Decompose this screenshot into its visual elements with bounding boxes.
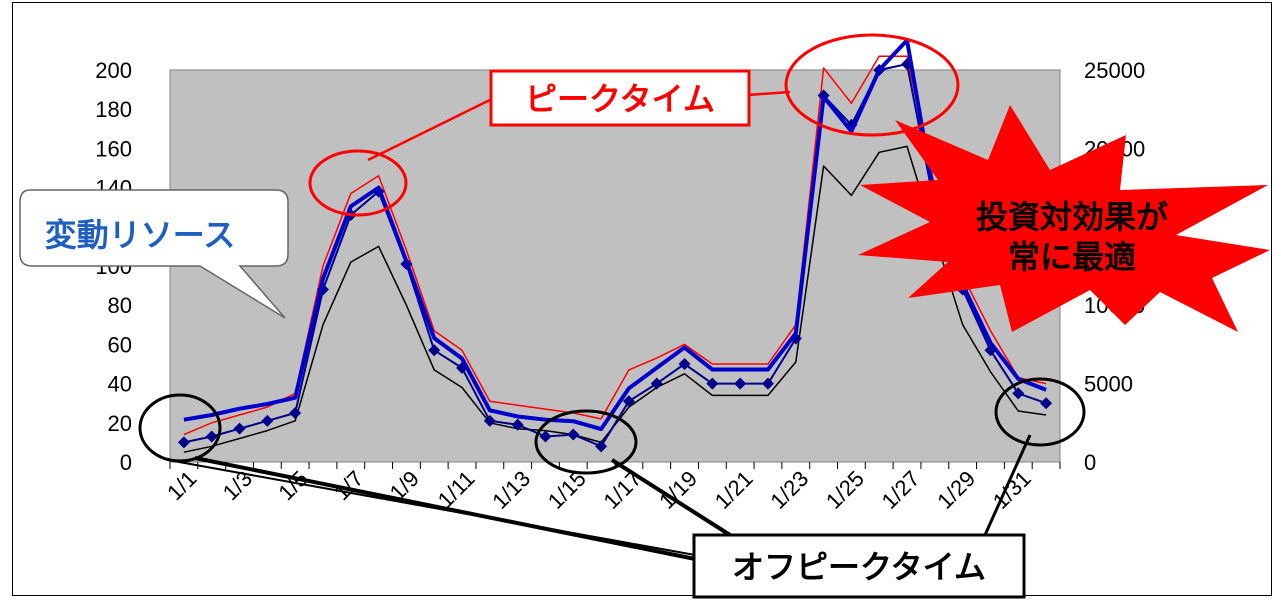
right-y-tick-label: 5000 xyxy=(1084,372,1133,397)
series-marker xyxy=(261,414,274,427)
series-line-1 xyxy=(183,55,1047,436)
offpeak-pointer-line-4 xyxy=(983,434,1032,536)
x-tick-label: 1/27 xyxy=(877,466,925,514)
x-tick-label: 1/23 xyxy=(765,466,813,514)
series-marker xyxy=(622,395,635,408)
series-marker xyxy=(428,344,441,357)
series-marker xyxy=(650,377,663,390)
offpeak-time-label: オフピークタイム xyxy=(732,548,986,586)
offpeak-pointer-line-2 xyxy=(167,459,696,556)
x-tick-label: 1/17 xyxy=(598,466,646,514)
left-y-tick-label: 0 xyxy=(120,450,132,475)
peak-pointer-line-right xyxy=(747,90,791,97)
series-marker xyxy=(678,358,691,370)
x-tick-label: 1/29 xyxy=(932,466,980,514)
left-y-tick-label: 160 xyxy=(95,136,132,161)
offpeak-pointer-line-3 xyxy=(610,458,732,537)
peak-highlight-ellipse-1 xyxy=(308,149,408,217)
series-marker xyxy=(734,377,747,390)
series-marker xyxy=(595,440,608,453)
roi-label-line2: 常に最適 xyxy=(1008,238,1136,276)
right-y-tick-label: 25000 xyxy=(1084,58,1145,83)
left-y-tick-label: 200 xyxy=(95,58,132,83)
right-y-tick-label: 0 xyxy=(1084,450,1096,475)
roi-burst xyxy=(858,105,1270,332)
series-marker xyxy=(761,377,774,390)
offpeak-pointer-line-1 xyxy=(194,456,701,562)
series-marker xyxy=(233,422,246,435)
plot-area xyxy=(169,69,1061,463)
series-marker xyxy=(289,407,302,419)
series-marker xyxy=(1012,387,1025,400)
x-tick-label: 1/1 xyxy=(162,466,201,505)
x-tick-label: 1/21 xyxy=(710,466,758,514)
offpeak-highlight-ellipse-3 xyxy=(994,377,1086,447)
series-marker xyxy=(205,430,218,443)
series-marker xyxy=(511,418,524,431)
peak-pointer-line-left xyxy=(367,93,501,162)
left-y-tick-label: 60 xyxy=(108,332,132,357)
series-marker xyxy=(567,428,580,441)
x-tick-label: 1/13 xyxy=(487,466,535,514)
left-y-tick-label: 80 xyxy=(108,293,132,318)
series-marker xyxy=(483,414,496,427)
series-marker xyxy=(539,430,552,443)
offpeak-highlight-ellipse-2 xyxy=(534,409,638,475)
offpeak-highlight-ellipse-1 xyxy=(138,393,222,463)
left-y-tick-label: 40 xyxy=(108,372,132,397)
series-marker xyxy=(706,377,719,390)
offpeak-time-box xyxy=(692,533,1026,599)
series-marker xyxy=(177,436,190,449)
variable-resource-bubble xyxy=(19,189,289,319)
variable-resource-label: 変動リソース xyxy=(45,216,235,254)
left-y-tick-label: 20 xyxy=(108,411,132,436)
series-marker xyxy=(1040,397,1053,410)
x-tick-label: 1/25 xyxy=(821,466,869,514)
series-layer xyxy=(177,38,1053,453)
peak-time-label: ピークタイム xyxy=(525,80,715,118)
series-line-4 xyxy=(183,38,1047,432)
peak-highlight-ellipse-2 xyxy=(784,33,960,137)
left-y-tick-label: 180 xyxy=(95,97,132,122)
roi-label-line1: 投資対効果が xyxy=(976,198,1168,236)
peak-time-box xyxy=(489,69,751,127)
